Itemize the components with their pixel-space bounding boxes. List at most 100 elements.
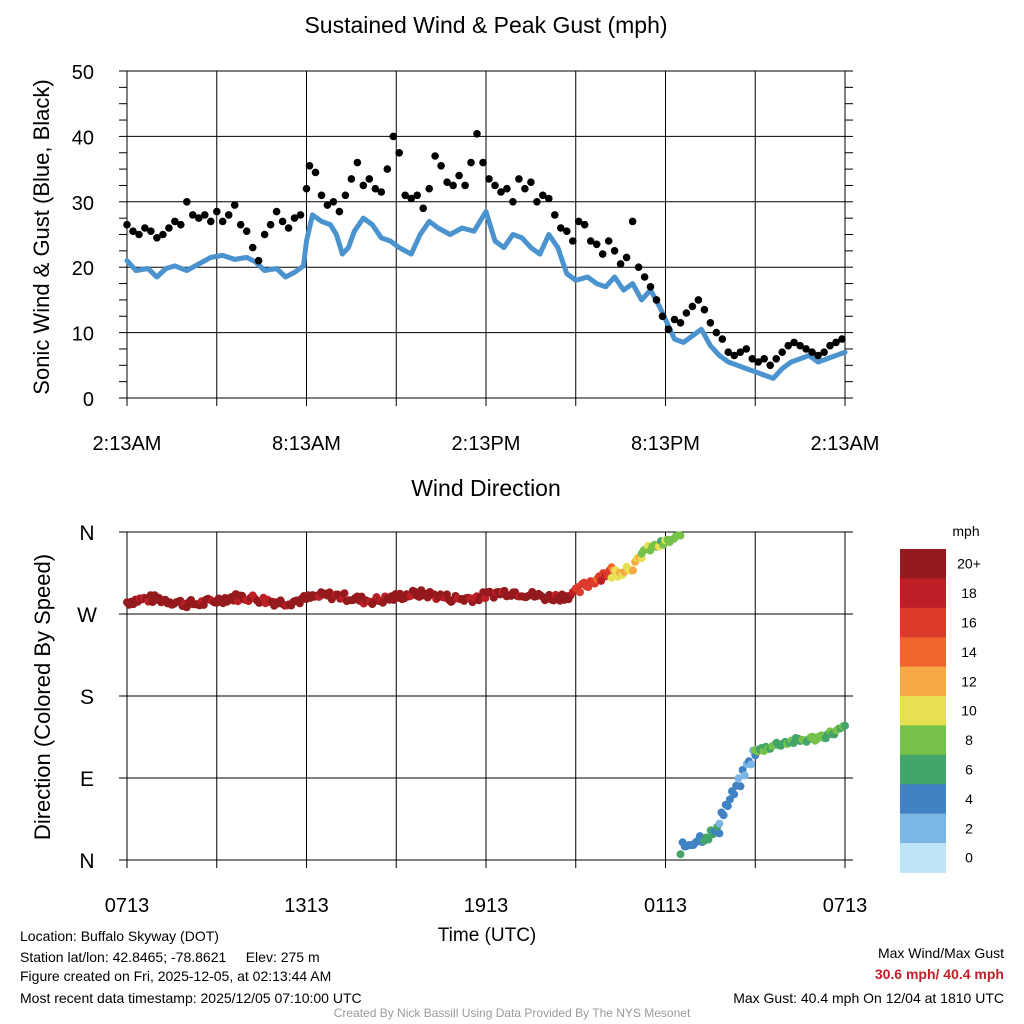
top-x-tick-label: 2:13AM bbox=[93, 433, 162, 455]
gust-point bbox=[171, 217, 179, 226]
gust-point bbox=[652, 296, 661, 304]
gust-point bbox=[563, 227, 571, 235]
gust-point bbox=[730, 351, 739, 360]
gust-point bbox=[622, 253, 631, 262]
gust-point bbox=[694, 296, 703, 304]
gust-point bbox=[712, 328, 721, 337]
gust-point bbox=[485, 175, 493, 183]
gust-point bbox=[248, 243, 257, 252]
footer-location: Location: Buffalo Skyway (DOT) bbox=[20, 928, 219, 944]
bottom-x-tick-label: 1313 bbox=[284, 895, 329, 917]
footer-created: Figure created on Fri, 2025-12-05, at 02… bbox=[20, 968, 332, 984]
colorbar-swatch bbox=[900, 637, 946, 668]
gust-point bbox=[533, 198, 541, 206]
gust-point bbox=[407, 194, 416, 203]
top-x-tick-label: 2:13PM bbox=[452, 433, 521, 455]
gust-point bbox=[401, 191, 410, 200]
gust-point bbox=[431, 152, 439, 160]
colorbar-label: 4 bbox=[965, 791, 973, 807]
direction-point bbox=[719, 811, 728, 820]
colorbar-swatch bbox=[900, 549, 946, 579]
gust-point bbox=[491, 181, 499, 190]
gust-point bbox=[628, 217, 637, 226]
gust-point bbox=[467, 158, 475, 167]
gust-point bbox=[305, 162, 314, 170]
gust-point bbox=[329, 198, 338, 206]
bottom-chart-axes: N E S W N 0713 1313 1913 0113 0713 bbox=[77, 522, 867, 917]
gust-point bbox=[706, 319, 715, 327]
colorbar-title: mph bbox=[952, 523, 979, 539]
gust-point bbox=[748, 355, 757, 363]
top-chart-title: Sustained Wind & Peak Gust (mph) bbox=[304, 12, 667, 38]
bottom-chart-ylabel: Direction (Colored By Speed) bbox=[30, 554, 55, 840]
gust-point bbox=[586, 237, 595, 245]
colorbar-swatch bbox=[900, 813, 946, 844]
gust-point bbox=[371, 184, 380, 193]
gust-point bbox=[177, 220, 185, 229]
gust-point bbox=[539, 191, 547, 200]
gust-point bbox=[760, 355, 768, 363]
top-y-tick-label: 0 bbox=[83, 389, 94, 411]
gust-point bbox=[473, 130, 481, 138]
gust-point bbox=[284, 224, 293, 232]
gust-point bbox=[461, 181, 469, 190]
gust-point bbox=[838, 335, 846, 343]
gust-point bbox=[365, 175, 374, 183]
direction-point bbox=[736, 782, 745, 791]
direction-point bbox=[676, 850, 685, 859]
gust-point bbox=[230, 201, 239, 209]
gust-point bbox=[718, 335, 727, 343]
gust-point bbox=[341, 191, 350, 200]
direction-point bbox=[340, 589, 349, 598]
bottom-x-tick-label: 0713 bbox=[823, 895, 868, 917]
colorbar-swatch bbox=[900, 666, 946, 697]
direction-point bbox=[576, 588, 584, 597]
direction-point bbox=[607, 573, 616, 582]
colorbar-label: 12 bbox=[961, 673, 977, 689]
gust-point bbox=[395, 149, 404, 157]
colorbar-swatch bbox=[900, 754, 946, 785]
top-chart-axes: 0 10 20 30 40 50 2:13AM 8:13AM 2:13PM 8:13PM 2:13A… bbox=[72, 62, 880, 455]
colorbar-swatch bbox=[900, 578, 946, 609]
gust-point bbox=[634, 263, 643, 272]
series-line-sustained-wind bbox=[124, 209, 848, 381]
gust-point bbox=[580, 220, 589, 229]
gust-point bbox=[123, 220, 131, 229]
direction-point bbox=[704, 835, 713, 844]
gust-point bbox=[640, 273, 649, 281]
gust-point bbox=[266, 220, 275, 229]
colorbar-swatch bbox=[900, 607, 946, 638]
gust-point bbox=[616, 260, 625, 268]
colorbar: 20+ 18 16 14 12 10 8 6 4 2 0 bbox=[900, 549, 981, 873]
colorbar-label: 14 bbox=[961, 644, 977, 660]
gust-point bbox=[664, 325, 673, 334]
top-chart-series bbox=[123, 130, 848, 381]
gust-point bbox=[189, 211, 197, 219]
colorbar-swatch bbox=[900, 784, 946, 815]
gust-point bbox=[353, 158, 362, 167]
direction-point bbox=[730, 790, 739, 799]
colorbar-label: 8 bbox=[965, 732, 973, 748]
gust-point bbox=[195, 214, 203, 222]
gust-point bbox=[545, 194, 553, 203]
gust-point bbox=[425, 184, 434, 193]
bottom-x-tick-label: 0113 bbox=[644, 895, 687, 917]
footer-max-gust: Max Gust: 40.4 mph On 12/04 at 1810 UTC bbox=[733, 990, 1004, 1006]
top-y-tick-label: 30 bbox=[72, 193, 94, 215]
direction-point bbox=[841, 721, 849, 730]
gust-point bbox=[254, 256, 263, 265]
gust-point bbox=[383, 165, 392, 173]
colorbar-swatch bbox=[900, 843, 946, 873]
gust-point bbox=[302, 184, 311, 193]
gust-point bbox=[129, 227, 137, 235]
colorbar-label: 6 bbox=[965, 762, 973, 778]
direction-point bbox=[481, 594, 490, 603]
gust-point bbox=[610, 247, 619, 255]
colorbar-swatch bbox=[900, 725, 946, 756]
top-chart-ylabel: Sonic Wind & Gust (Blue, Black) bbox=[29, 79, 54, 394]
gust-point bbox=[347, 175, 356, 183]
direction-point bbox=[715, 819, 724, 828]
gust-point bbox=[515, 175, 523, 183]
bottom-y-tick-label: N bbox=[79, 850, 94, 873]
